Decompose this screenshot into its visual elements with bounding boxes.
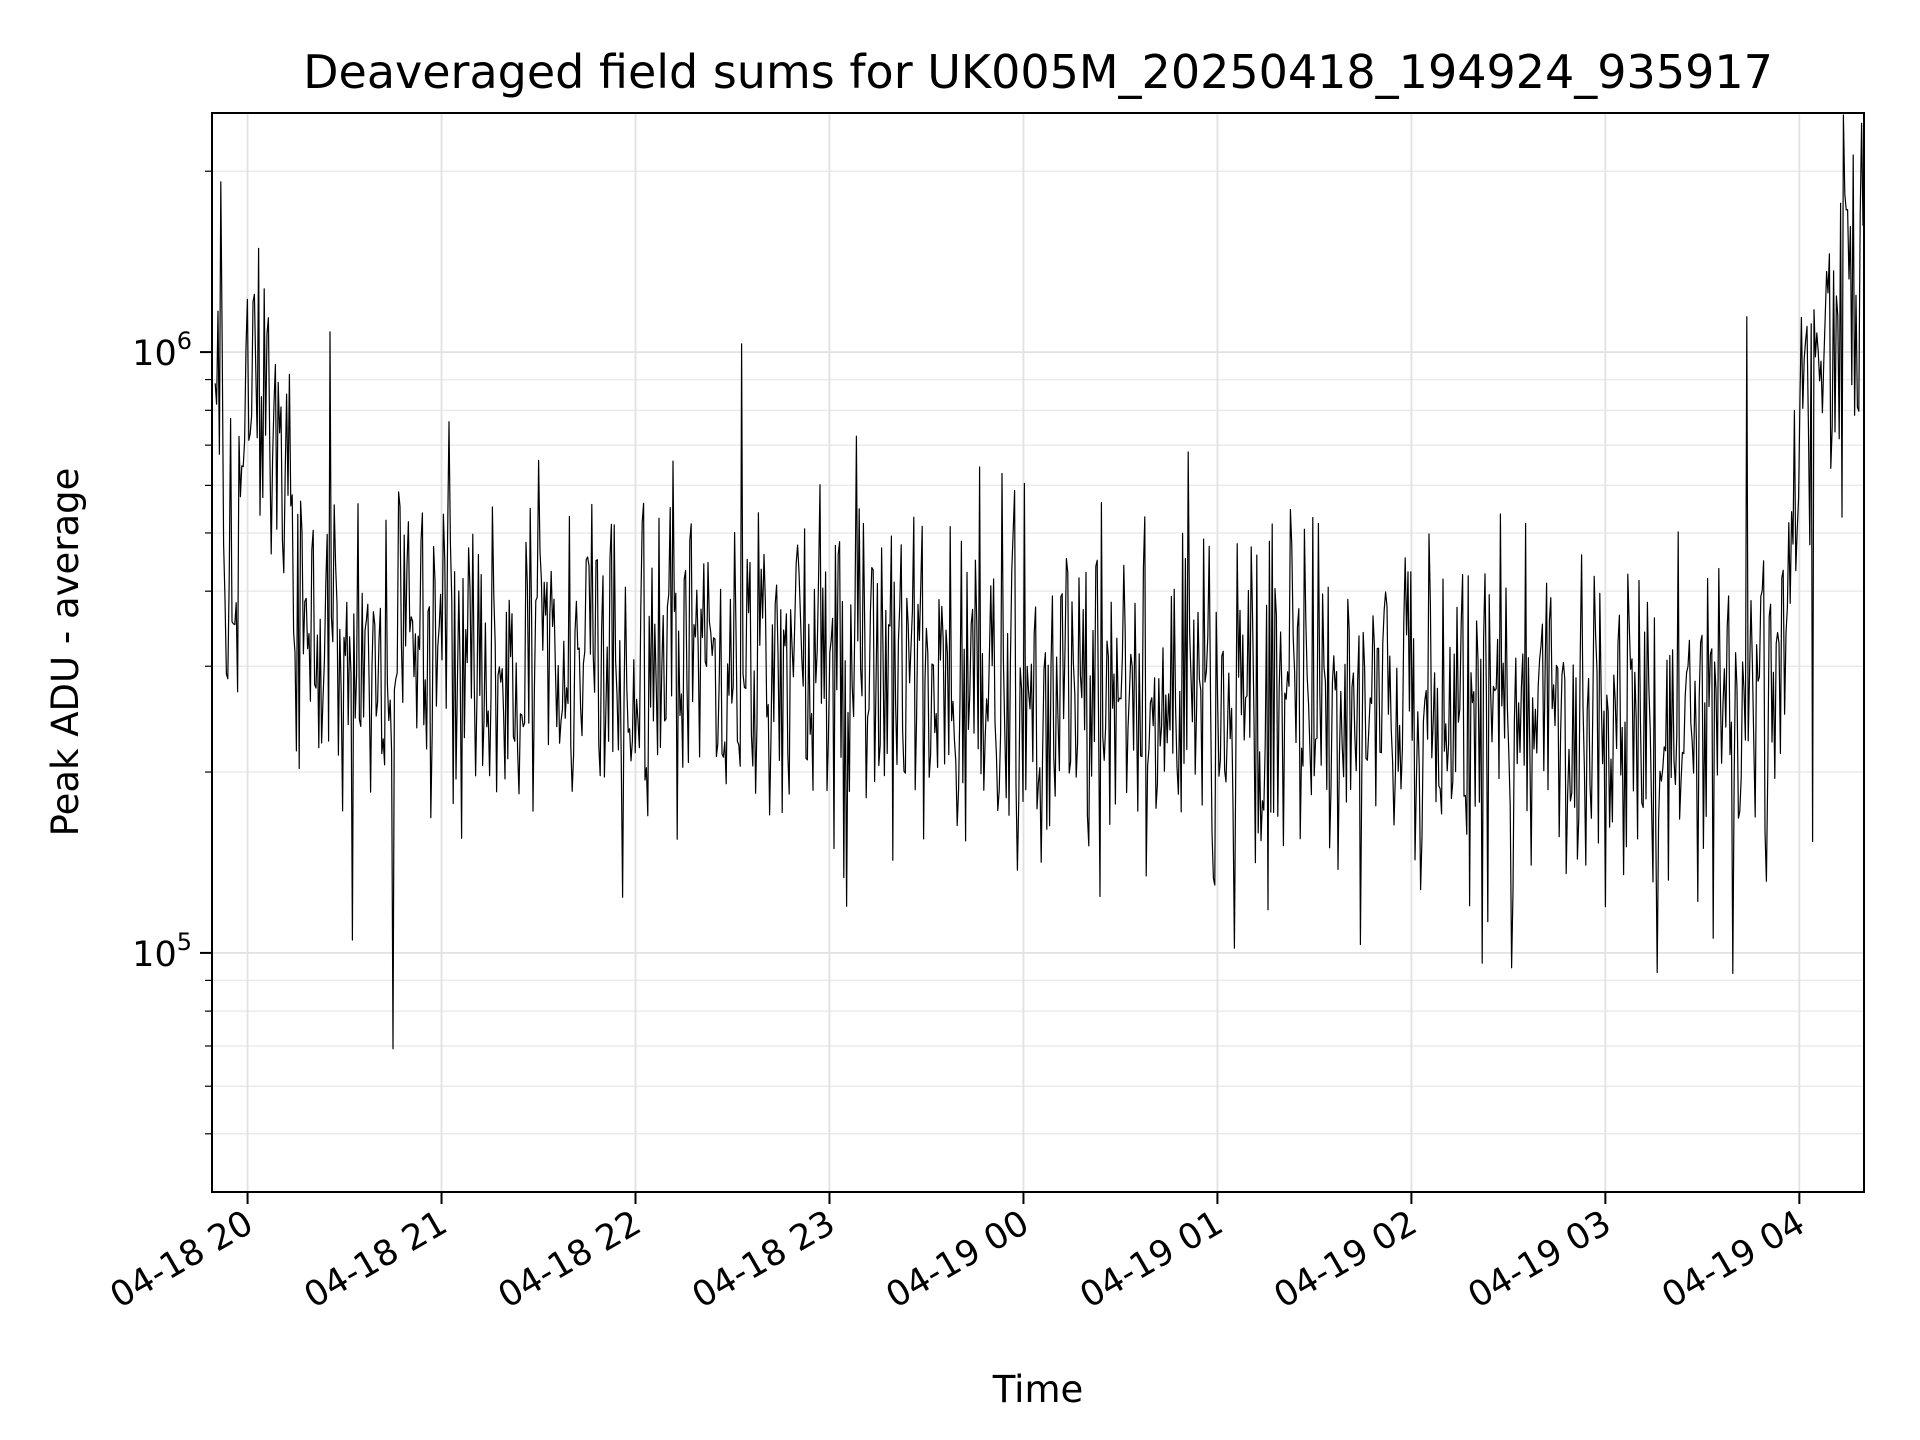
y-axis-ticks: 105 106 [132, 170, 212, 1135]
x-axis-label: Time [992, 1368, 1084, 1411]
plot-frame [211, 112, 1865, 1193]
chart-title: Deaveraged field sums for UK005M_2025041… [303, 45, 1773, 99]
y-axis-label: Peak ADU - average [44, 468, 87, 837]
y-tick-label: 105 [132, 928, 192, 975]
y-tick-label: 106 [132, 327, 192, 374]
series-line [214, 114, 1864, 1050]
